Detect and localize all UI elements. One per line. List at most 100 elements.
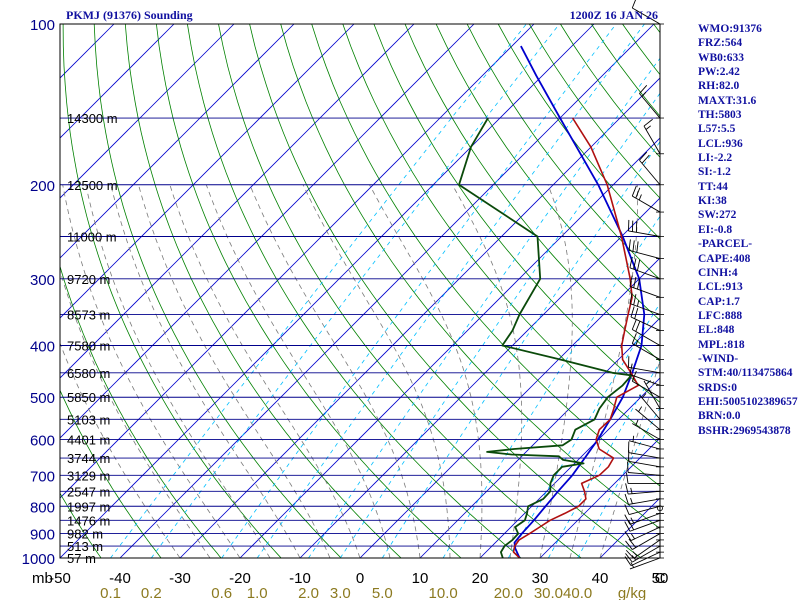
level-marker: [657, 505, 663, 512]
isotherm-line: [60, 24, 235, 199]
stability-indices-panel: WMO:91376 FRZ:564 WB0:633 PW:2.42 RH:82.0 MAX…: [698, 22, 800, 438]
height-label: 3744 m: [67, 451, 110, 466]
wind-barb: [628, 219, 661, 237]
pressure-tick-label: 900: [30, 527, 55, 544]
pressure-tick-label: 800: [30, 499, 55, 516]
height-label: 5850 m: [67, 390, 110, 405]
wind-barb: [627, 461, 661, 476]
isotherm-line: [60, 24, 535, 499]
dry-adiabat-line: [280, 24, 660, 530]
index-line: LFC:888: [698, 309, 743, 322]
height-label: 12500 m: [67, 178, 118, 193]
wind-barb: [625, 539, 661, 559]
height-label: 2547 m: [67, 484, 110, 499]
index-line: TH:5803: [698, 109, 742, 122]
height-label: 4401 m: [67, 433, 110, 448]
height-label: 7580 m: [67, 339, 110, 354]
wind-barb: [624, 512, 661, 525]
moist-adiabat-line: [539, 184, 573, 558]
pressure-unit-label: mb: [32, 570, 53, 587]
mixing-ratio-tick-label: 0.1: [100, 585, 121, 600]
moist-adiabat-line: [60, 269, 211, 558]
dry-adiabat-line: [93, 24, 342, 558]
temperature-tick-label: 10: [412, 570, 429, 587]
temperature-unit-label: C: [655, 570, 666, 587]
temperature-tick-label: 20: [472, 570, 489, 587]
wind-barb: [624, 526, 661, 541]
wind-barb: [643, 118, 661, 155]
index-line: CAPE:408: [698, 252, 751, 265]
dry-adiabat-line: [124, 24, 402, 558]
pressure-tick-label: 100: [30, 17, 55, 34]
index-line: LI:-2.2: [698, 152, 733, 165]
isotherm-line: [60, 24, 175, 139]
mixing-ratio-tick-label: 0.2: [141, 585, 162, 600]
mixing-ratio-tick-label: 10.0: [429, 585, 458, 600]
height-label: 1997 m: [67, 499, 110, 514]
moist-adiabat-line: [302, 184, 451, 558]
index-line: TT:44: [698, 180, 728, 193]
isotherm-line: [479, 377, 660, 558]
pressure-tick-label: 500: [30, 390, 55, 407]
height-label: 982 m: [67, 527, 103, 542]
mixing-ratio-tick-label: 2.0: [298, 585, 319, 600]
mixing-ratio-line: [256, 24, 645, 558]
index-line: BRN:0.0: [698, 410, 741, 423]
isotherm-line: [60, 24, 415, 379]
index-line: -PARCEL-: [698, 238, 753, 251]
index-line: WMO:91376: [698, 23, 762, 35]
pressure-tick-label: 400: [30, 339, 55, 356]
mixing-ratio-tick-label: 40.0: [563, 585, 592, 600]
height-label: 513 m: [67, 539, 103, 554]
wind-barb: [629, 275, 661, 298]
index-line: SW:272: [698, 209, 737, 222]
wind-barb: [624, 504, 661, 515]
isotherm-line: [419, 317, 660, 558]
mixing-ratio-tick-label: 1.0: [247, 585, 268, 600]
wind-barb: [628, 441, 661, 459]
mixing-ratio-line: [442, 215, 660, 558]
isotherm-line: [299, 197, 660, 558]
wind-barb: [629, 557, 661, 570]
height-label: 3129 m: [67, 468, 110, 483]
dry-adiabat-line: [311, 24, 660, 487]
pressure-tick-label: 700: [30, 468, 55, 485]
station-title: PKMJ (91376) Sounding: [66, 8, 193, 22]
parcel-trace: [513, 45, 646, 558]
temperature-profile: [512, 117, 639, 558]
isotherm-line: [239, 137, 660, 558]
moist-adiabat-line: [85, 184, 271, 558]
index-line: CINH:4: [698, 266, 738, 279]
mixing-ratio-tick-label: 3.0: [330, 585, 351, 600]
index-line: LCL:913: [698, 281, 743, 294]
temperature-tick-label: -20: [229, 570, 251, 587]
index-line: FRZ:564: [698, 37, 743, 50]
index-line: EHI:5005102389657: [698, 395, 798, 408]
temperature-tick-label: -50: [49, 570, 71, 587]
dewpoint-profile: [458, 117, 633, 558]
temperature-tick-label: 50: [652, 570, 669, 587]
wind-barb: [628, 435, 661, 450]
pressure-tick-label: 1000: [22, 551, 55, 568]
moist-adiabat-line: [62, 184, 241, 558]
isotherm-line: [60, 24, 295, 259]
isotherm-line: [119, 24, 655, 558]
moist-adiabat-line: [249, 184, 421, 558]
mixing-ratio-tick-label: 5.0: [372, 585, 393, 600]
dry-adiabat-line: [249, 24, 642, 558]
temperature-tick-label: -30: [169, 570, 191, 587]
wind-barb: [629, 292, 661, 315]
temperature-tick-label: -40: [109, 570, 131, 587]
wind-barb: [631, 185, 661, 213]
wind-barb: [631, 333, 661, 360]
mixing-ratio-unit-label: g/kg: [618, 585, 646, 600]
index-line: EL:848: [698, 324, 735, 337]
index-line: EI:-0.8: [698, 223, 733, 236]
wind-barb: [628, 356, 661, 374]
height-label: 8573 m: [67, 308, 110, 323]
wind-barb: [632, 419, 661, 440]
temperature-tick-label: 0: [356, 570, 364, 587]
index-line: WB0:633: [698, 51, 744, 64]
wind-barb: [639, 151, 661, 186]
